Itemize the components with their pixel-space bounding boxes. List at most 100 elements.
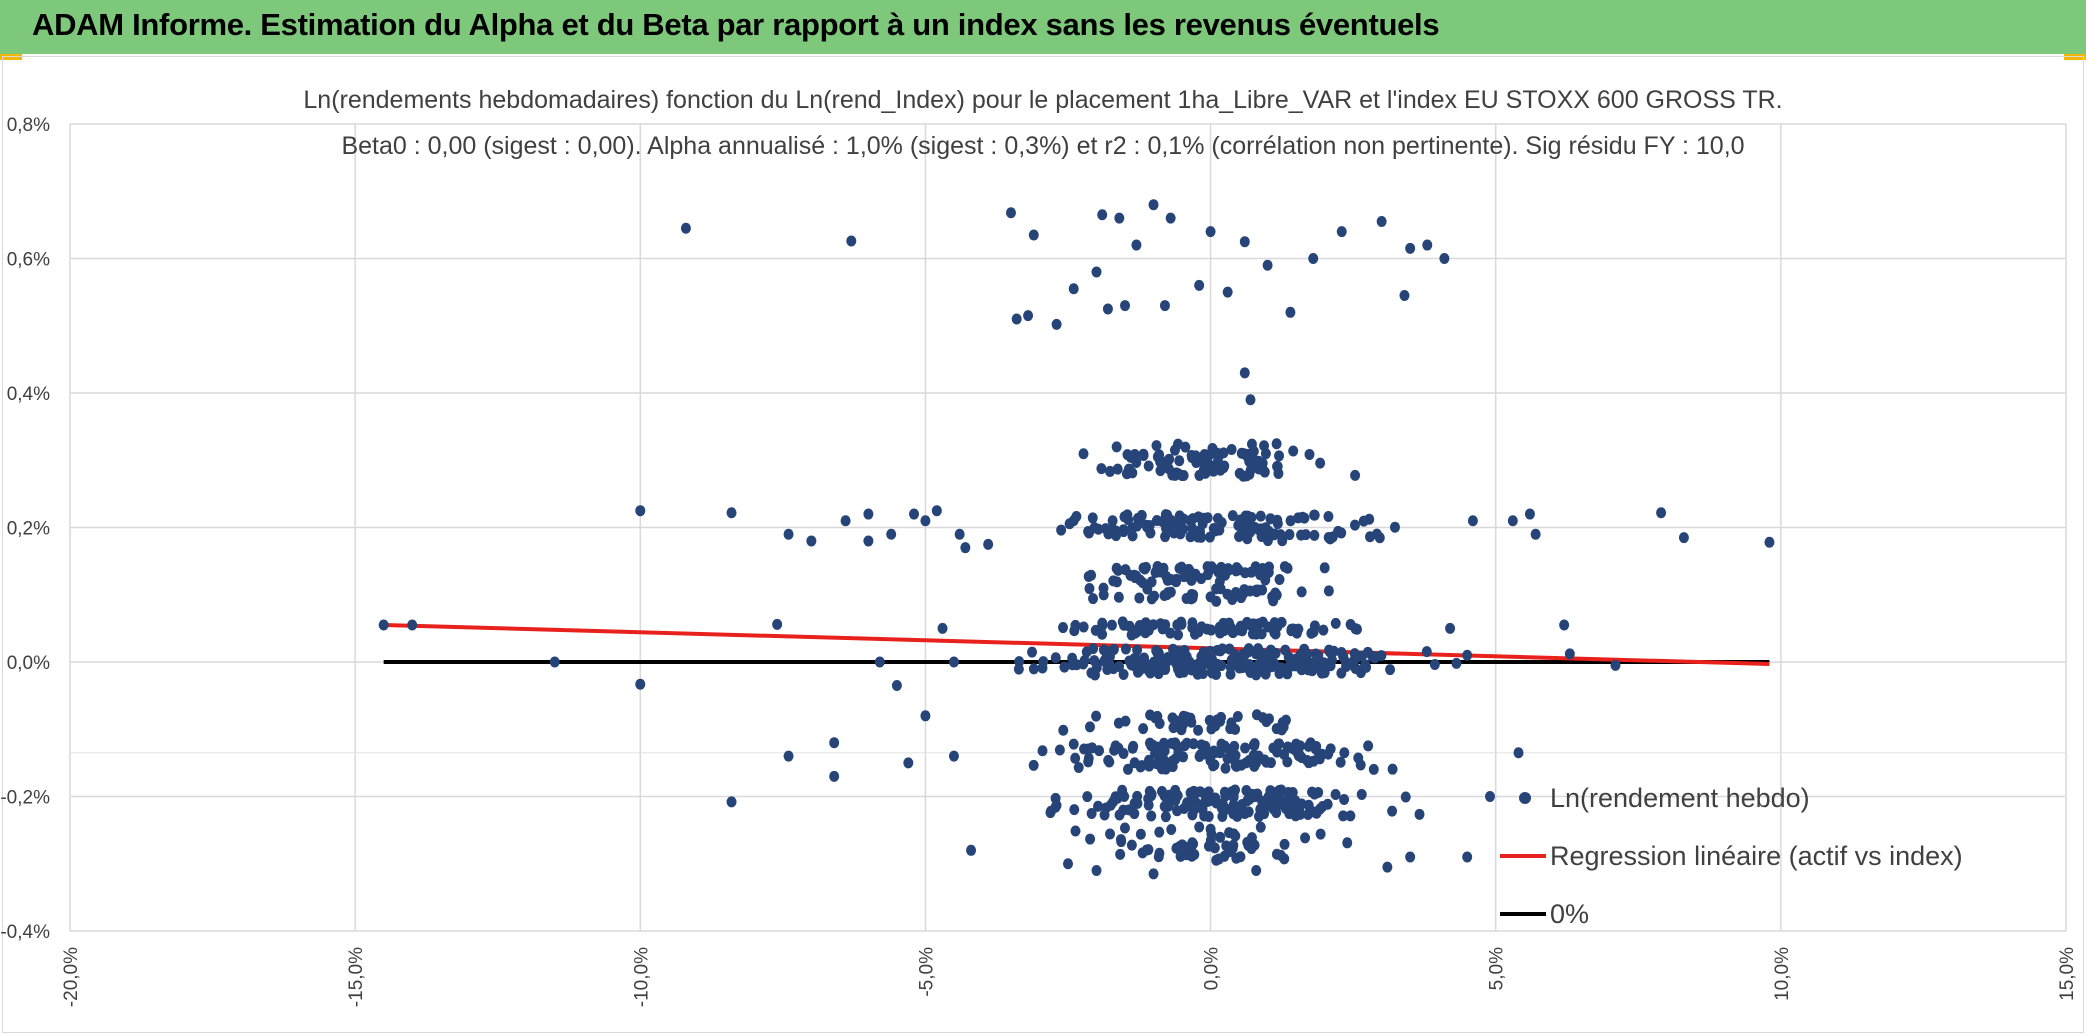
cluster-point [1068,738,1079,750]
data-point-73 [1678,532,1689,544]
cluster-point [1224,827,1235,839]
cluster-point [1037,662,1048,674]
cluster-point [1069,625,1080,637]
data-point-64 [1485,791,1496,802]
cluster-point [1239,807,1250,819]
data-point-13 [829,770,840,782]
legend-red-line-icon [1500,836,1550,876]
cluster-point [1084,583,1095,595]
cluster-point [1214,621,1225,633]
cluster-point [1356,788,1367,800]
cluster-point [1087,742,1098,754]
data-point-60 [1405,242,1416,254]
data-point-34 [1011,313,1022,325]
cluster-point [1100,523,1111,535]
cluster-point [1227,510,1238,522]
cluster-point [1260,448,1271,460]
cluster-point [1253,643,1264,655]
cluster-point [1260,522,1271,534]
cluster-point [1364,531,1375,543]
cluster-point [1194,821,1205,833]
cluster-point [1228,791,1239,803]
cluster-point [1309,620,1320,632]
data-point-19 [886,528,897,540]
cluster-point [1157,623,1168,635]
cluster-point [1123,804,1134,816]
legend-label-zero: 0% [1550,898,1590,929]
cluster-point [1169,444,1180,456]
cluster-point [1151,515,1162,527]
cluster-point [1215,831,1226,843]
cluster-point [1251,456,1262,468]
cluster-point [1241,785,1252,797]
cluster-point [1142,583,1153,595]
cluster-point [1160,531,1171,543]
cluster-point [1234,467,1245,479]
data-point-48 [1194,279,1205,291]
cluster-point [1210,792,1221,804]
cluster-point [1349,654,1360,666]
cluster-point [1339,793,1350,805]
cluster-point [1188,738,1199,750]
cluster-point [1156,785,1167,797]
cluster-point [1113,742,1124,754]
cluster-point [1071,511,1082,523]
cluster-point [1155,465,1166,477]
cluster-point [1270,587,1281,599]
cluster-point [1078,448,1089,460]
cluster-point [1174,562,1185,574]
cluster-point [1336,527,1347,539]
cluster-point [1374,532,1385,544]
cluster-point [1152,648,1163,660]
cluster-point [1175,617,1186,629]
x-tick-label-6: 10,0% [1772,947,1793,1001]
cluster-point [1350,623,1361,635]
cluster-point [1174,655,1185,667]
cluster-point [1309,529,1320,541]
data-point-77 [1445,622,1456,634]
cluster-point [1243,521,1254,533]
cluster-point [1355,667,1366,679]
cluster-point [1093,800,1104,812]
cluster-point [1330,789,1341,801]
cluster-point [1054,744,1065,756]
data-point-7 [726,796,737,808]
x-tick-labels: -20,0% -15,0% -10,0% -5,0% 0,0% 5,0% 10,0% 15,0… [61,947,2078,1007]
cluster-point [1232,710,1243,722]
cluster-point [1322,798,1333,810]
cluster-point [1339,747,1350,759]
cluster-point [1251,623,1262,635]
data-point-76 [1462,649,1473,661]
cluster-point [1385,664,1396,676]
cluster-point [1084,527,1095,539]
cluster-point [1152,561,1163,573]
cluster-point [1349,519,1360,531]
data-point-24 [920,710,931,722]
cluster-point [1135,828,1146,840]
cluster-point [1078,621,1089,633]
cluster-point [1261,756,1272,768]
cluster-point [1191,456,1202,468]
cluster-point [1414,808,1425,820]
cluster-point [1204,531,1215,543]
header-banner: ADAM Informe. Estimation du Alpha et du … [0,0,2086,60]
data-point-41 [1102,303,1113,315]
cluster-point [1265,644,1276,656]
cluster-point [1166,823,1177,835]
cluster-point [1195,749,1206,761]
data-point-35 [1023,310,1034,322]
cluster-point [1271,438,1282,450]
cluster-point [1151,440,1162,452]
cluster-point [1028,663,1039,675]
data-point-27 [948,656,959,668]
cluster-point [1275,529,1286,541]
y-tick-label-5: 0,6% [7,250,50,271]
cluster-point [1146,810,1157,822]
data-point-70 [1564,648,1575,660]
cluster-point [1122,449,1133,461]
cluster-point [1364,513,1375,525]
cluster-point [1222,753,1233,765]
cluster-point [1186,664,1197,676]
cluster-point [1131,456,1142,468]
data-point-37 [1051,318,1062,330]
